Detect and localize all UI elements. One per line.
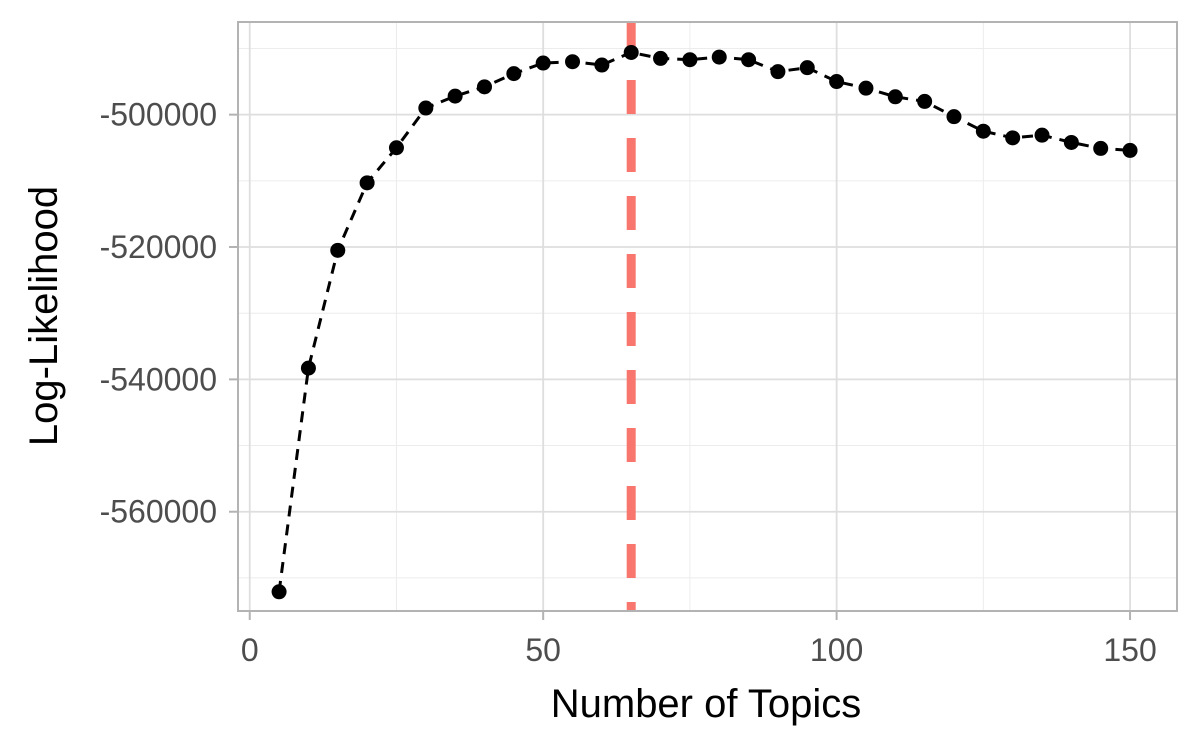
y-axis-tick-labels: -500000 -520000 -540000 -560000 [100,97,217,530]
data-point [975,123,991,139]
data-point [447,88,463,104]
data-point [506,66,522,82]
data-point [1093,140,1109,156]
data-point [300,360,316,376]
data-point [858,80,874,96]
plot-panel [238,22,1177,611]
data-point [1034,127,1050,143]
data-point [418,100,434,116]
y-tick-label: -540000 [100,361,217,397]
data-point [1063,134,1079,150]
data-point [917,93,933,109]
data-point [565,54,581,70]
data-point [799,60,815,76]
x-tick-label: 0 [241,632,259,668]
y-axis-title: Log-Likelihood [22,186,66,446]
data-point [653,50,669,66]
data-point [594,57,610,73]
data-point [476,79,492,95]
x-tick-label: 100 [810,632,863,668]
data-point [711,49,727,65]
data-point [330,242,346,258]
y-tick-label: -520000 [100,229,217,265]
data-point [829,74,845,90]
data-point [359,175,375,191]
data-point [887,89,903,105]
data-point [682,52,698,68]
axis-ticks [229,113,1132,620]
series-layer [271,44,1138,600]
data-point [741,52,757,68]
data-point [946,109,962,125]
major-grid [238,22,1177,611]
x-axis-title: Number of Topics [551,682,862,726]
y-tick-label: -560000 [100,494,217,530]
data-point [623,44,639,60]
x-tick-label: 150 [1103,632,1156,668]
x-axis-tick-labels: 0 50 100 150 [241,632,1157,668]
y-tick-label: -500000 [100,97,217,133]
x-tick-label: 50 [525,632,561,668]
data-point [1122,142,1138,158]
data-point [271,584,287,600]
minor-grid [238,22,1177,611]
data-point [770,64,786,80]
plot-border [237,21,1178,612]
data-point [535,55,551,71]
data-point [1005,130,1021,146]
data-point [388,140,404,156]
